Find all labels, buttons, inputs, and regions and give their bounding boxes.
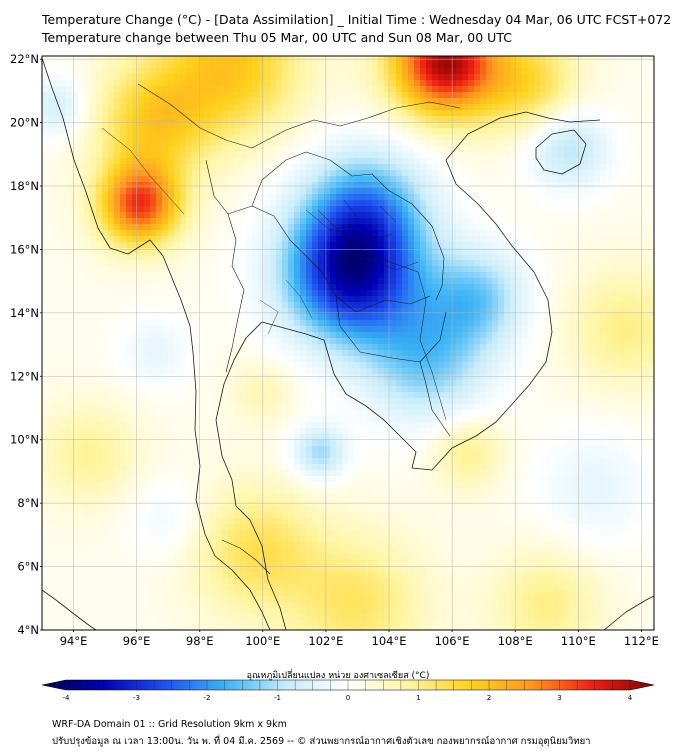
border-cambodia	[335, 295, 447, 363]
lon-tick-label: 112°E	[624, 634, 659, 648]
lon-tick-label: 94°E	[60, 634, 88, 648]
colorbar-tick-label: 1	[416, 694, 420, 702]
colorbar-tick-label: -2	[204, 694, 211, 702]
border-thailand-laos	[227, 205, 431, 313]
border-laos-north	[251, 151, 445, 301]
lat-tick-label: 14°N	[10, 306, 39, 320]
colorbar-tick-label: -3	[133, 694, 140, 702]
temperature-field	[42, 56, 654, 630]
lat-tick-label: 8°N	[17, 496, 39, 510]
map-subtitle: Temperature change between Thu 05 Mar, 0…	[42, 30, 512, 45]
colorbar: -4 -3 -2 -1 0 1 2 3 4	[41, 679, 655, 702]
lat-tick-label: 22°N	[10, 52, 39, 66]
map-frame	[41, 55, 655, 631]
coastline-west-mainland	[42, 57, 271, 630]
colorbar-tick-label: -4	[63, 694, 71, 702]
lat-tick-label: 18°N	[10, 179, 39, 193]
border-thailand-malaysia	[221, 539, 271, 575]
footer-model-info: WRF-DA Domain 01 :: Grid Resolution 9km …	[52, 719, 287, 730]
border-provinces-center	[259, 199, 419, 335]
colorbar-tick-label: 0	[346, 694, 350, 702]
lat-tick-label: 6°N	[17, 560, 39, 574]
lon-tick-label: 108°E	[498, 634, 533, 648]
colorbar-label: อุณหภูมิเปลี่ยนแปลง หน่วย องศาเซลเซียส (…	[246, 671, 430, 681]
coastlines-and-borders	[42, 57, 654, 630]
lat-tick-label: 4°N	[17, 623, 39, 637]
lon-tick-label: 96°E	[123, 634, 151, 648]
colorbar-tick-label: 4	[628, 694, 633, 702]
mekong-river	[317, 209, 447, 421]
border-myanmar-thailand	[205, 159, 245, 373]
lon-tick-label: 110°E	[561, 634, 596, 648]
temperature-change-map: 22°N 20°N 18°N 16°N 14°N 12°N 10°N 8°N 6°N 4°N 94°…	[10, 52, 659, 702]
lat-tick-label: 16°N	[10, 242, 39, 256]
coastline-gulf-of-thailand	[215, 111, 601, 630]
border-vietnam-cambodia	[419, 361, 451, 437]
lat-tick-label: 12°N	[10, 369, 39, 383]
border-myanmar-internal	[101, 127, 185, 215]
map-axes: 22°N 20°N 18°N 16°N 14°N 12°N 10°N 8°N 6°N 4°N 94°…	[10, 52, 659, 648]
lat-tick-label: 10°N	[10, 433, 39, 447]
coastline-hainan	[535, 129, 587, 175]
footer-credits: ปรับปรุงข้อมูล ณ เวลา 13:00น. วัน พ. ที่…	[52, 736, 591, 747]
colorbar-ticks: -4 -3 -2 -1 0 1 2 3 4	[63, 680, 633, 702]
lon-tick-label: 102°E	[308, 634, 343, 648]
lat-tick-label: 20°N	[10, 116, 39, 130]
lon-tick-label: 104°E	[372, 634, 407, 648]
lon-tick-label: 100°E	[245, 634, 280, 648]
coastline-borneo-tip	[603, 595, 654, 630]
lon-tick-label: 106°E	[435, 634, 470, 648]
colorbar-tick-label: -1	[274, 694, 281, 702]
lon-tick-label: 98°E	[186, 634, 214, 648]
lat-lon-gridlines	[42, 56, 654, 630]
border-china	[137, 83, 461, 149]
colorbar-tick-label: 3	[557, 694, 561, 702]
map-title: Temperature Change (°C) - [Data Assimila…	[42, 12, 672, 27]
coastline-sumatra	[42, 589, 97, 630]
colorbar-tick-label: 2	[487, 694, 491, 702]
